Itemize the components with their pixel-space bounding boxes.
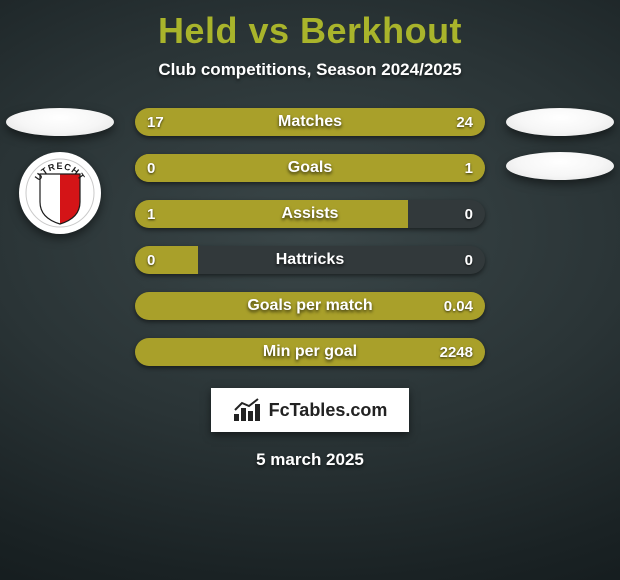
player-left-name: Held	[158, 10, 238, 51]
left-player-column: UTRECHT	[0, 108, 120, 234]
snapshot-date: 5 march 2025	[0, 450, 620, 470]
stat-value-right: 0.04	[444, 292, 473, 320]
stat-fill-right	[135, 154, 485, 182]
stat-bar: 01Goals	[135, 154, 485, 182]
stat-value-right: 0	[465, 200, 473, 228]
stat-bar: 0.04Goals per match	[135, 292, 485, 320]
player-avatar-placeholder	[506, 108, 614, 136]
stat-fill-left	[135, 292, 485, 320]
footer-brand-text: FcTables.com	[269, 400, 388, 421]
subtitle: Club competitions, Season 2024/2025	[0, 60, 620, 80]
stat-fill-right	[268, 108, 485, 136]
stat-value-left: 0	[147, 246, 155, 274]
stat-value-right: 1	[465, 154, 473, 182]
club-badge-placeholder	[506, 152, 614, 180]
stat-bar: 10Assists	[135, 200, 485, 228]
vs-word: vs	[248, 10, 289, 51]
stat-value-right: 2248	[440, 338, 473, 366]
stat-fill-left	[135, 200, 408, 228]
stat-bar: 1724Matches	[135, 108, 485, 136]
stat-value-left: 17	[147, 108, 164, 136]
stat-fill-left	[135, 246, 198, 274]
utrecht-badge-icon: UTRECHT	[25, 158, 95, 228]
page-title: Held vs Berkhout	[0, 0, 620, 52]
stat-value-left: 0	[147, 154, 155, 182]
stat-value-right: 0	[465, 246, 473, 274]
stat-bars: 1724Matches01Goals10Assists00Hattricks0.…	[135, 108, 485, 366]
stat-value-right: 24	[456, 108, 473, 136]
player-right-name: Berkhout	[300, 10, 462, 51]
footer-brand-tld: .com	[345, 400, 387, 420]
stat-bar: 00Hattricks	[135, 246, 485, 274]
comparison-layout: UTRECHT 1724Matches01Goals10Assists00Hat…	[0, 108, 620, 366]
club-badge-left: UTRECHT	[19, 152, 101, 234]
stat-bar: 2248Min per goal	[135, 338, 485, 366]
right-player-column	[500, 108, 620, 180]
fctables-logo-icon	[233, 398, 263, 422]
stat-fill-left	[135, 338, 485, 366]
footer-brand-name: FcTables	[269, 400, 346, 420]
player-avatar-placeholder	[6, 108, 114, 136]
footer-brand-badge: FcTables.com	[211, 388, 409, 432]
stat-value-left: 1	[147, 200, 155, 228]
